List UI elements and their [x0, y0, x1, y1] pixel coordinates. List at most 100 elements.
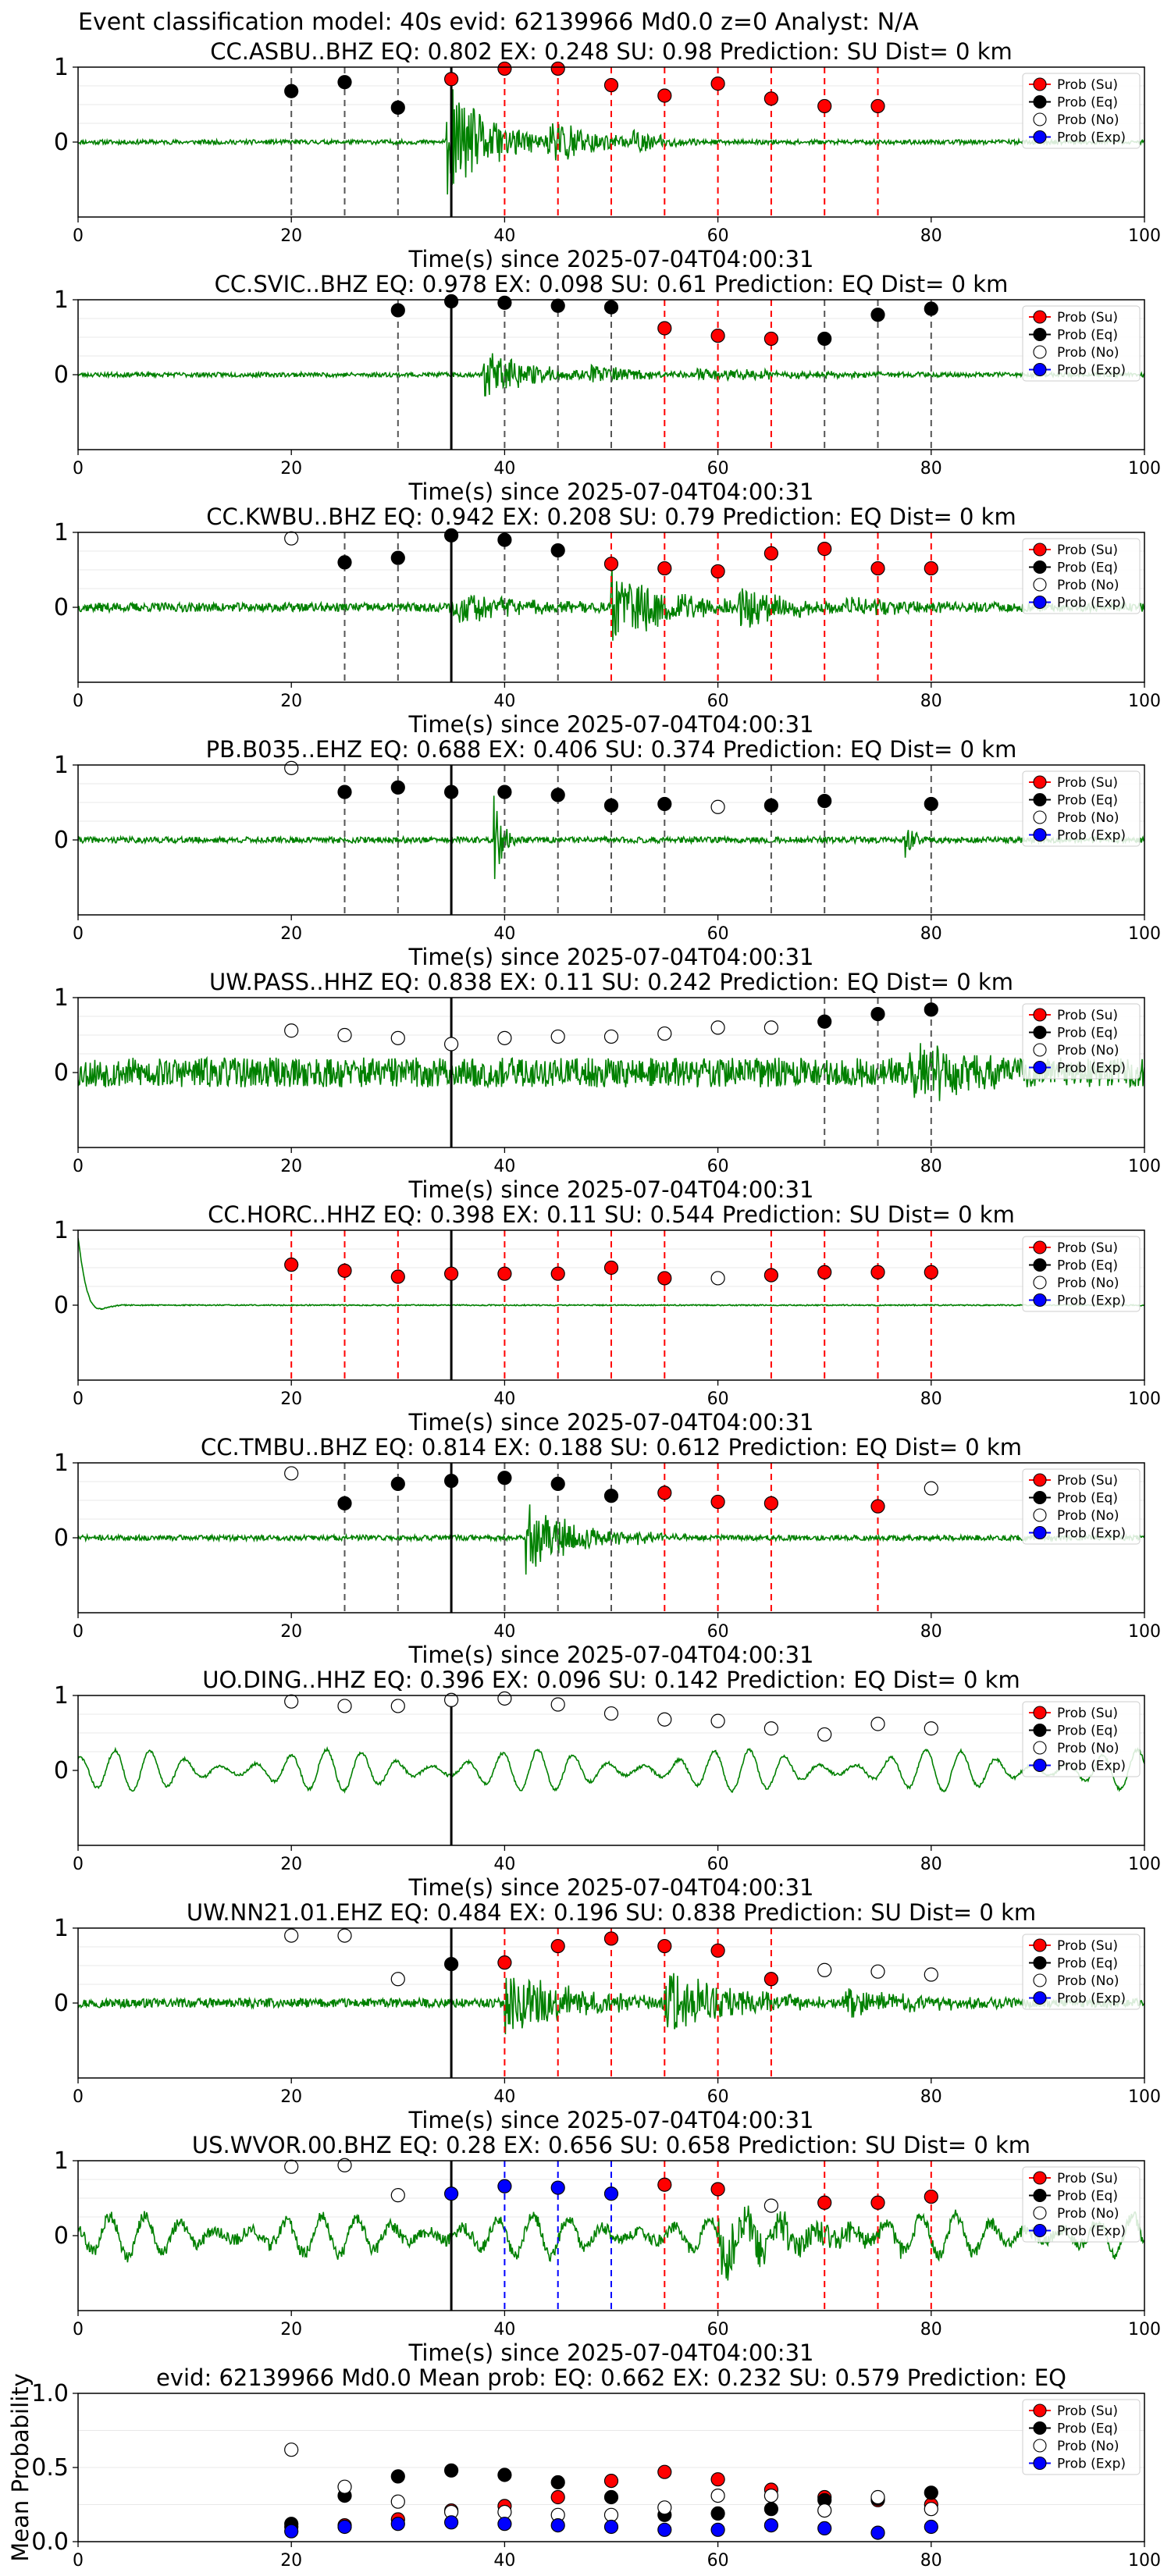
marker-probsu	[817, 98, 832, 114]
marker-probno	[284, 1466, 299, 1481]
x-tick-label: 60	[707, 2551, 729, 2571]
legend-marker	[1033, 1258, 1047, 1272]
legend-marker	[1033, 2439, 1047, 2453]
legend-box	[1022, 73, 1141, 149]
marker-probexp	[657, 2522, 672, 2537]
legend-marker	[1033, 1060, 1047, 1075]
y-tick-label: 1	[54, 286, 69, 314]
marker-probeq	[657, 796, 672, 812]
legend-marker	[1033, 1025, 1047, 1040]
marker-probsu	[870, 98, 885, 114]
x-tick-label: 40	[493, 924, 515, 944]
marker-probno	[497, 1030, 512, 1045]
legend-label: Prob (No)	[1057, 112, 1119, 128]
y-tick-label: 1	[54, 1915, 69, 1942]
legend-box	[1022, 1468, 1141, 1545]
x-axis-label: Time(s) since 2025-07-04T04:00:31	[408, 2107, 814, 2133]
marker-probsu	[870, 2195, 885, 2210]
marker-probeq	[497, 2467, 512, 2482]
x-tick-label: 40	[493, 1855, 515, 1874]
waveform-trace	[78, 89, 1144, 195]
marker-probeq	[337, 555, 352, 570]
x-axis-label: Time(s) since 2025-07-04T04:00:31	[408, 1176, 814, 1203]
marker-probsu	[710, 564, 725, 579]
marker-probno	[710, 1271, 725, 1286]
marker-probeq	[550, 1476, 565, 1491]
marker-probsu	[763, 331, 779, 347]
x-tick-label: 100	[1128, 2087, 1161, 2107]
legend-label: Prob (Exp)	[1057, 130, 1126, 146]
x-tick-label: 0	[73, 226, 84, 246]
legend: Prob (Su)Prob (Eq)Prob (No)Prob (Exp)	[1022, 1236, 1141, 1312]
marker-probno	[763, 1020, 779, 1035]
legend: Prob (Su)Prob (Eq)Prob (No)Prob (Exp)	[1022, 1468, 1141, 1545]
marker-probsu	[710, 1943, 725, 1958]
marker-probeq	[817, 1014, 832, 1029]
marker-probsu	[550, 61, 565, 76]
marker-probeq	[710, 2506, 725, 2521]
marker-probsu	[603, 1260, 619, 1276]
y-tick-label: 0	[54, 1059, 69, 1087]
x-tick-label: 20	[280, 2087, 302, 2107]
x-tick-label: 60	[707, 1157, 729, 1176]
y-tick-label: 0	[54, 129, 69, 156]
marker-probexp	[284, 2524, 299, 2539]
legend-label: Prob (Exp)	[1057, 1061, 1126, 1076]
marker-probeq	[390, 780, 405, 795]
legend: Prob (Su)Prob (Eq)Prob (No)Prob (Exp)	[1022, 770, 1141, 847]
marker-probno	[710, 799, 725, 814]
legend: Prob (Su)Prob (Eq)Prob (No)Prob (Exp)	[1022, 2399, 1141, 2475]
x-axis-label: Time(s) since 2025-07-04T04:00:31	[408, 711, 814, 738]
x-tick-label: 20	[280, 2551, 302, 2571]
x-tick-label: 60	[707, 2087, 729, 2107]
legend-label: Prob (No)	[1057, 1043, 1119, 1059]
marker-probno	[284, 760, 299, 775]
marker-probeq	[924, 2485, 938, 2500]
subplot-11: evid: 62139966 Md0.0 Mean prob: EQ: 0.66…	[7, 2364, 1161, 2571]
legend-label: Prob (Exp)	[1057, 1991, 1126, 2007]
marker-probsu	[870, 560, 885, 576]
marker-probsu	[763, 546, 779, 560]
marker-probeq	[390, 1476, 405, 1491]
x-tick-label: 20	[280, 924, 302, 944]
waveform-trace	[78, 2205, 1144, 2281]
marker-probsu	[817, 542, 832, 557]
legend-label: Prob (Su)	[1057, 77, 1118, 93]
marker-probexp	[550, 2180, 565, 2195]
marker-probno	[817, 2503, 832, 2518]
legend-label: Prob (Su)	[1057, 310, 1118, 326]
legend-label: Prob (No)	[1057, 2206, 1119, 2222]
x-tick-label: 100	[1128, 2320, 1161, 2339]
legend-marker	[1033, 130, 1047, 144]
legend-box	[1022, 538, 1141, 614]
marker-probsu	[763, 91, 779, 106]
marker-probeq	[870, 308, 885, 322]
marker-probno	[390, 2494, 405, 2509]
marker-probeq	[924, 1002, 938, 1017]
marker-probeq	[550, 788, 565, 802]
marker-probeq	[550, 543, 565, 558]
marker-probeq	[603, 1489, 619, 1503]
x-tick-label: 0	[73, 459, 84, 479]
x-tick-label: 40	[493, 2320, 515, 2339]
legend-label: Prob (No)	[1057, 345, 1119, 361]
marker-probsu	[497, 1955, 512, 1970]
marker-probexp	[443, 2186, 459, 2201]
x-axis-label: Time(s) since 2025-07-04T04:00:31	[408, 1642, 814, 1668]
marker-probno	[817, 1727, 832, 1742]
legend-label: Prob (Su)	[1057, 1938, 1118, 1954]
marker-probno	[603, 1706, 619, 1721]
subplot-title: CC.ASBU..BHZ EQ: 0.802 EX: 0.248 SU: 0.9…	[210, 38, 1013, 65]
marker-probexp	[870, 2525, 885, 2540]
marker-probsu	[710, 2472, 725, 2487]
legend-label: Prob (No)	[1057, 1276, 1119, 1291]
marker-probeq	[603, 300, 619, 315]
marker-probsu	[443, 1266, 459, 1281]
marker-probeq	[870, 1007, 885, 1022]
marker-probsu	[657, 2177, 672, 2192]
marker-probexp	[817, 2521, 832, 2535]
marker-probno	[390, 2188, 405, 2203]
subplot-9: UW.NN21.01.EHZ EQ: 0.484 EX: 0.196 SU: 0…	[54, 1899, 1161, 2133]
x-tick-label: 60	[707, 459, 729, 479]
marker-probeq	[337, 75, 352, 90]
